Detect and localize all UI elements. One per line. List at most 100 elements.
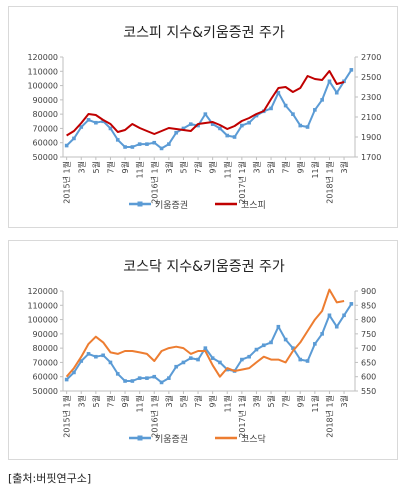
data-point-kiwoom	[240, 123, 244, 128]
data-point-kiwoom	[210, 356, 215, 360]
data-point-kiwoom	[283, 337, 288, 342]
y-left-tick-label: 90000	[33, 96, 58, 105]
x-tick-label: 2018년 1월	[324, 395, 334, 438]
data-point-kiwoom	[188, 356, 193, 360]
data-point-kiwoom	[181, 126, 186, 131]
x-tick-label: 3월	[339, 161, 349, 173]
x-tick-label: 9월	[120, 161, 130, 173]
chart-title: 코스닥 지수&키움증권 주가	[123, 259, 285, 275]
data-point-kiwoom	[342, 313, 346, 318]
data-point-kiwoom	[240, 357, 244, 362]
x-tick-label: 7월	[105, 161, 115, 173]
data-point-kiwoom	[123, 379, 127, 383]
data-point-kiwoom	[101, 353, 105, 358]
data-point-kiwoom	[137, 142, 142, 146]
data-point-kiwoom	[123, 145, 127, 149]
y-left-tick-label: 50000	[33, 387, 58, 396]
x-tick-label: 3월	[251, 161, 261, 173]
x-tick-label: 5월	[266, 161, 276, 173]
data-point-kiwoom	[298, 123, 303, 128]
data-point-kiwoom	[327, 79, 332, 84]
x-tick-label: 3월	[164, 395, 174, 407]
data-point-kiwoom	[196, 357, 200, 362]
y-right-tick-label: 850	[361, 301, 376, 310]
data-point-kiwoom	[327, 313, 332, 318]
data-point-kiwoom	[320, 332, 324, 336]
x-tick-label: 9월	[208, 161, 218, 173]
data-point-kiwoom	[72, 136, 76, 141]
data-point-kiwoom	[210, 122, 215, 126]
y-left-tick-label: 90000	[33, 330, 58, 339]
x-tick-label: 11월	[222, 395, 232, 413]
x-tick-label: 5월	[91, 161, 101, 173]
legend-label-kiwoom: 키움증권	[155, 433, 188, 445]
y-left-tick-label: 80000	[33, 344, 58, 353]
y-left-tick-label: 70000	[33, 124, 58, 133]
data-point-kiwoom	[130, 379, 135, 383]
data-point-kiwoom	[152, 140, 157, 145]
x-tick-label: 3월	[76, 395, 86, 407]
x-tick-label: 7월	[193, 395, 203, 407]
x-tick-label: 9월	[208, 395, 218, 407]
y-right-tick-label: 1700	[361, 153, 381, 162]
data-point-kiwoom	[79, 359, 84, 363]
data-point-kiwoom	[283, 103, 288, 108]
x-tick-label: 5월	[178, 161, 188, 173]
data-point-kiwoom	[86, 352, 91, 356]
data-point-kiwoom	[342, 79, 346, 84]
data-point-kiwoom	[188, 122, 193, 126]
x-tick-label: 11월	[135, 395, 145, 413]
x-tick-label: 7월	[105, 395, 115, 407]
y-right-tick-label: 700	[361, 344, 376, 353]
data-point-kiwoom	[291, 112, 295, 116]
data-point-kiwoom	[305, 125, 310, 129]
data-point-kiwoom	[218, 126, 222, 131]
data-point-kiwoom	[276, 324, 281, 329]
y-left-tick-label: 120000	[27, 287, 58, 296]
data-point-kiwoom	[225, 133, 230, 138]
data-point-kiwoom	[291, 346, 295, 350]
x-tick-label: 2015년 1월	[62, 161, 72, 204]
x-tick-label: 2015년 1월	[62, 395, 72, 438]
data-point-kiwoom	[218, 360, 222, 365]
data-point-kiwoom	[261, 343, 266, 348]
x-tick-label: 3월	[164, 161, 174, 173]
x-tick-label: 11월	[310, 161, 320, 179]
data-point-kiwoom	[145, 376, 149, 380]
data-point-kiwoom	[174, 130, 178, 135]
data-point-kiwoom	[349, 302, 354, 306]
data-point-kiwoom	[247, 354, 251, 359]
x-tick-label: 9월	[295, 395, 305, 407]
data-point-kiwoom	[269, 340, 273, 345]
y-right-tick-label: 600	[361, 373, 376, 382]
x-tick-label: 9월	[120, 395, 130, 407]
y-right-tick-label: 750	[361, 330, 376, 339]
x-tick-label: 11월	[222, 161, 232, 179]
data-point-kiwoom	[64, 143, 69, 148]
x-tick-label: 7월	[281, 395, 291, 407]
x-tick-label: 7월	[281, 161, 291, 173]
y-left-tick-label: 100000	[27, 82, 58, 91]
x-tick-label: 11월	[135, 161, 145, 179]
y-left-tick-label: 100000	[27, 316, 58, 325]
y-left-tick-label: 110000	[27, 301, 58, 310]
kospi-chart-panel: 코스피 지수&키움증권 주가 50000 60000 70000 80000 90000 1…	[8, 6, 398, 228]
data-point-kiwoom	[254, 113, 259, 118]
series-line-kiwoom	[65, 303, 353, 384]
data-point-kiwoom	[130, 145, 135, 149]
data-point-kiwoom	[320, 98, 324, 102]
data-point-kiwoom	[276, 90, 281, 95]
kosdaq-chart: 코스닥 지수&키움증권 주가 50000 60000 70000 80000 90000 1…	[27, 259, 376, 445]
x-tick-label: 5월	[266, 395, 276, 407]
y-right-tick-label: 800	[361, 316, 376, 325]
data-point-kiwoom	[203, 112, 208, 116]
data-point-kiwoom	[115, 138, 120, 142]
legend-label-kosdaq: 코스닥	[241, 434, 266, 445]
data-point-kiwoom	[313, 108, 317, 112]
series-line-kosdaq	[65, 288, 345, 378]
legend-label-kiwoom: 키움증권	[155, 199, 188, 211]
legend-label-kospi: 코스피	[241, 200, 266, 211]
data-point-kiwoom	[94, 354, 98, 359]
legend-marker-kiwoom	[137, 201, 143, 207]
x-tick-label: 3월	[339, 395, 349, 407]
